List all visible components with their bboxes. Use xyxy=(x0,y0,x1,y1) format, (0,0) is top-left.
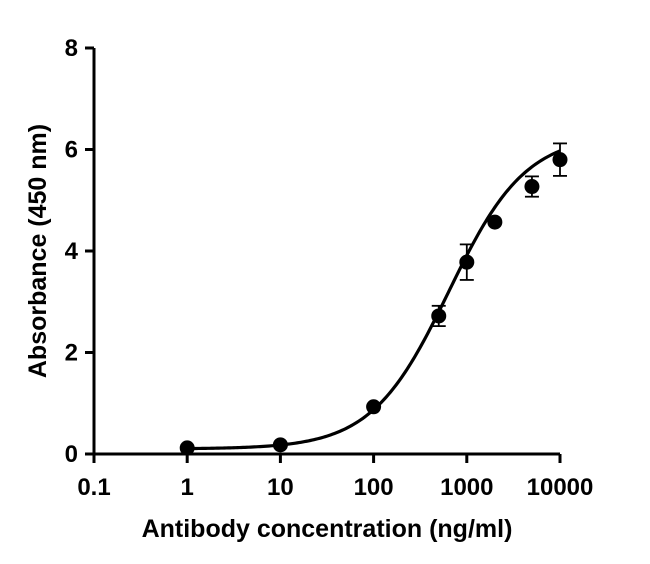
data-points xyxy=(179,142,568,456)
y-axis-title: Absorbance (450 nm) xyxy=(24,124,52,378)
y-ticks: 0 2 4 6 8 xyxy=(65,35,94,468)
data-point xyxy=(552,142,568,177)
data-point xyxy=(272,437,288,453)
y-tick-label: 0 xyxy=(65,441,78,468)
data-marker xyxy=(524,179,540,195)
data-point xyxy=(179,440,195,456)
x-tick-label: 1 xyxy=(181,474,194,501)
y-tick-label: 6 xyxy=(65,137,78,164)
data-marker xyxy=(179,440,195,456)
y-tick-label: 8 xyxy=(65,35,78,62)
x-tick-label: 100 xyxy=(354,474,394,501)
data-point xyxy=(431,304,447,328)
data-marker xyxy=(459,254,475,270)
x-tick-label: 10000 xyxy=(527,474,594,501)
data-marker xyxy=(366,399,382,415)
data-point xyxy=(524,175,540,198)
data-point xyxy=(459,243,475,281)
data-marker xyxy=(552,152,568,168)
x-axis-title: Antibody concentration (ng/ml) xyxy=(142,515,513,543)
data-marker xyxy=(431,308,447,324)
x-ticks: 0.1 1 10 100 1000 10000 xyxy=(77,454,593,501)
data-point xyxy=(487,214,503,230)
y-tick-label: 2 xyxy=(65,340,78,367)
y-tick-label: 4 xyxy=(65,238,79,265)
x-tick-label: 0.1 xyxy=(77,474,110,501)
data-marker xyxy=(487,214,503,230)
data-point xyxy=(366,399,382,415)
x-tick-label: 1000 xyxy=(440,474,493,501)
data-marker xyxy=(272,437,288,453)
axes xyxy=(92,48,560,456)
x-tick-label: 10 xyxy=(267,474,294,501)
